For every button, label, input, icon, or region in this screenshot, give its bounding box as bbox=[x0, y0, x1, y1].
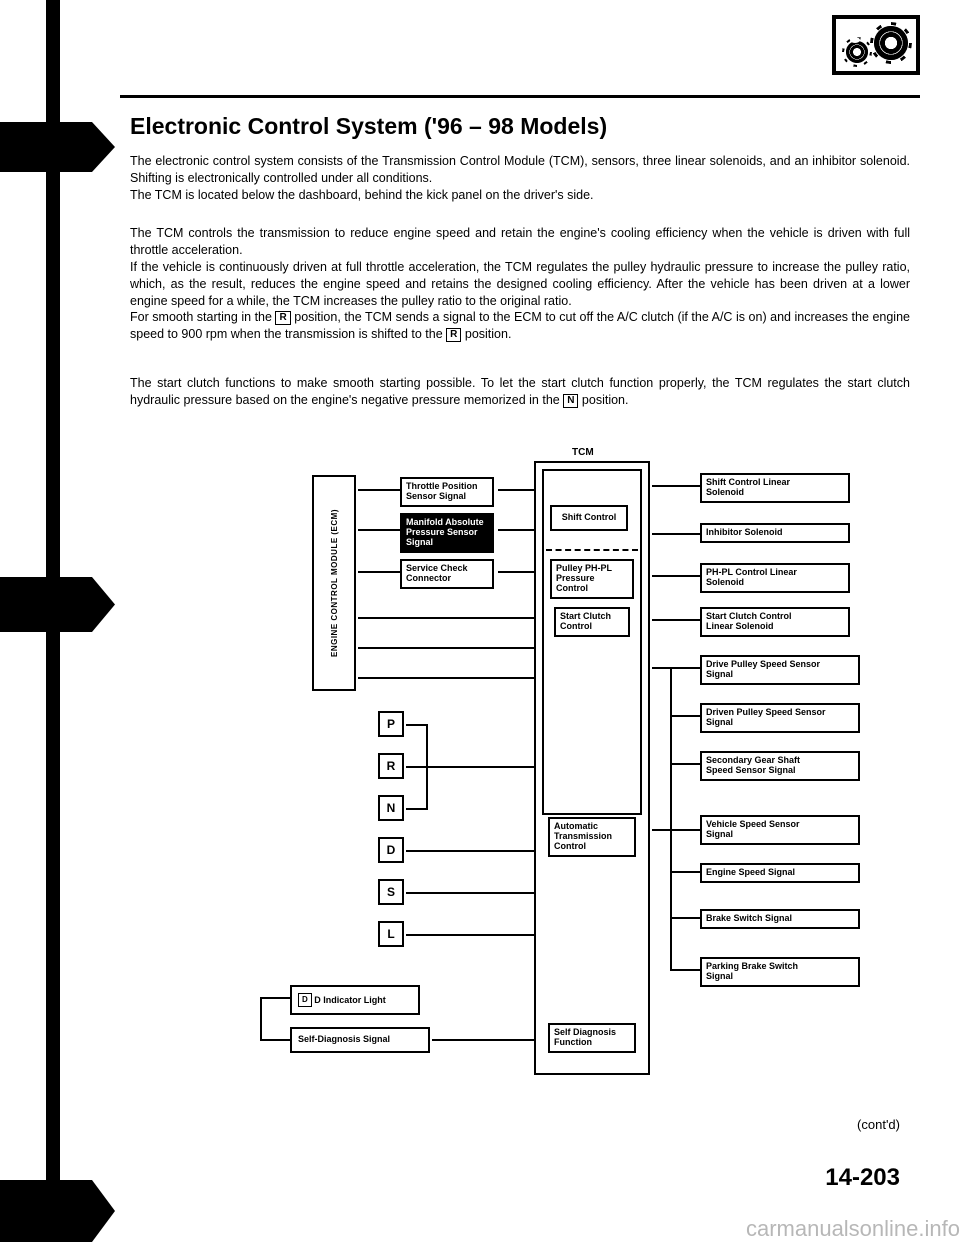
text: If the vehicle is continuously driven at… bbox=[130, 260, 910, 308]
connector-line bbox=[670, 969, 700, 971]
section-icon bbox=[832, 15, 920, 75]
gear-l: L bbox=[378, 921, 404, 947]
connector-line bbox=[432, 1039, 534, 1041]
gear-r: R bbox=[378, 753, 404, 779]
continued-label: (cont'd) bbox=[857, 1117, 900, 1132]
horizontal-rule bbox=[120, 95, 920, 98]
auto-trans-box: Automatic Transmission Control bbox=[548, 817, 636, 857]
dashed-divider bbox=[546, 549, 638, 551]
connector-line bbox=[358, 617, 534, 619]
connector-line bbox=[358, 529, 400, 531]
gear-s: S bbox=[378, 879, 404, 905]
gear-n: N bbox=[378, 795, 404, 821]
gear-position-r: R bbox=[446, 328, 461, 342]
text: For smooth starting in the bbox=[130, 310, 275, 324]
connector-line bbox=[652, 533, 700, 535]
tcm-label: TCM bbox=[572, 447, 594, 458]
body-paragraph: The TCM controls the transmission to red… bbox=[130, 225, 910, 343]
watermark: carmanualsonline.info bbox=[746, 1216, 960, 1242]
gear-position-n: N bbox=[563, 394, 578, 408]
shift-control-box: Shift Control bbox=[550, 505, 628, 531]
eye-icon bbox=[850, 37, 860, 43]
connector-line bbox=[652, 485, 700, 487]
connector-line bbox=[406, 850, 534, 852]
connector-line bbox=[358, 647, 534, 649]
gear-position-r: R bbox=[275, 311, 290, 325]
connector-line bbox=[260, 997, 290, 999]
pulley-control-box: Pulley PH-PL Pressure Control bbox=[550, 559, 634, 599]
connector-line bbox=[670, 917, 700, 919]
text: The TCM controls the transmission to red… bbox=[130, 226, 910, 257]
page-number: 14-203 bbox=[825, 1164, 900, 1192]
output-box: Vehicle Speed Sensor Signal bbox=[700, 815, 860, 845]
ecm-box: ENGINE CONTROL MODULE (ECM) bbox=[312, 475, 356, 691]
start-clutch-box: Start Clutch Control bbox=[554, 607, 630, 637]
connector-line bbox=[406, 724, 426, 726]
output-box: Shift Control Linear Solenoid bbox=[700, 473, 850, 503]
connector-line bbox=[670, 763, 700, 765]
gear-icon bbox=[874, 26, 908, 60]
binder-ring bbox=[0, 577, 115, 632]
indicator-light-box: D D Indicator Light bbox=[290, 985, 420, 1015]
output-box: PH-PL Control Linear Solenoid bbox=[700, 563, 850, 593]
connector-line bbox=[498, 571, 534, 573]
connector-line bbox=[652, 619, 700, 621]
connector-line bbox=[406, 808, 426, 810]
text: The start clutch functions to make smoot… bbox=[130, 376, 910, 407]
block-diagram: TCM ENGINE CONTROL MODULE (ECM) Throttle… bbox=[220, 447, 900, 1087]
gear-d: D bbox=[378, 837, 404, 863]
gear-icon bbox=[846, 41, 868, 63]
intro-paragraph: The electronic control system consists o… bbox=[130, 153, 910, 204]
binder-ring bbox=[0, 1180, 115, 1242]
throttle-box: Throttle Position Sensor Signal bbox=[400, 477, 494, 507]
output-box: Start Clutch Control Linear Solenoid bbox=[700, 607, 850, 637]
connector-line bbox=[670, 715, 700, 717]
page-content: Electronic Control System ('96 – 98 Mode… bbox=[100, 15, 930, 1222]
connector-line bbox=[406, 934, 534, 936]
page-title: Electronic Control System ('96 – 98 Mode… bbox=[130, 113, 607, 140]
service-box: Service Check Connector bbox=[400, 559, 494, 589]
binder-ring bbox=[0, 122, 115, 172]
connector-line bbox=[358, 571, 400, 573]
output-box: Inhibitor Solenoid bbox=[700, 523, 850, 543]
gear-p: P bbox=[378, 711, 404, 737]
connector-line bbox=[358, 489, 400, 491]
output-box: Brake Switch Signal bbox=[700, 909, 860, 929]
connector-line bbox=[652, 575, 700, 577]
text: position. bbox=[461, 327, 511, 341]
body-paragraph: The start clutch functions to make smoot… bbox=[130, 375, 910, 409]
output-box: Engine Speed Signal bbox=[700, 863, 860, 883]
self-diagnosis-signal-box: Self-Diagnosis Signal bbox=[290, 1027, 430, 1053]
text: position. bbox=[578, 393, 628, 407]
connector-line bbox=[358, 677, 534, 679]
ecm-label: ENGINE CONTROL MODULE (ECM) bbox=[330, 509, 339, 657]
connector-line bbox=[652, 667, 700, 669]
output-box: Drive Pulley Speed Sensor Signal bbox=[700, 655, 860, 685]
self-diag-box: Self Diagnosis Function bbox=[548, 1023, 636, 1053]
connector-line bbox=[498, 489, 534, 491]
connector-line bbox=[652, 829, 700, 831]
output-box: Parking Brake Switch Signal bbox=[700, 957, 860, 987]
output-box: Secondary Gear Shaft Speed Sensor Signal bbox=[700, 751, 860, 781]
connector-line bbox=[498, 529, 534, 531]
connector-line bbox=[670, 871, 700, 873]
connector-line bbox=[260, 1039, 290, 1041]
connector-line bbox=[426, 766, 534, 768]
output-box: Driven Pulley Speed Sensor Signal bbox=[700, 703, 860, 733]
manifold-box: Manifold Absolute Pressure Sensor Signal bbox=[400, 513, 494, 553]
connector-line bbox=[260, 997, 262, 1039]
connector-line bbox=[406, 892, 534, 894]
connector-line bbox=[670, 667, 672, 971]
